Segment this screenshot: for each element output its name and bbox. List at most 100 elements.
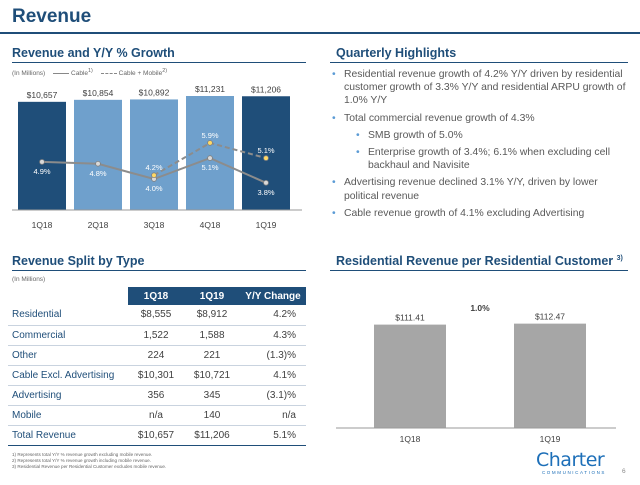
footnote-1: 1) Represents total Y/Y % revenue growth… — [12, 452, 153, 457]
table-row: Advertising 356 345 (3.1)% — [8, 385, 306, 406]
cell-change: (1.3)% — [240, 345, 306, 366]
revenue-chart-units: (In Millions) — [12, 70, 46, 78]
highlights-list: Residential revenue growth of 4.2% Y/Y d… — [330, 68, 630, 224]
cell-change: 4.3% — [240, 325, 306, 346]
highlight-item: SMB growth of 5.0% — [330, 129, 630, 142]
bar-value-label: $112.47 — [535, 312, 565, 322]
growth-label: 5.9% — [201, 131, 218, 140]
highlight-item: Cable revenue growth of 4.1% excluding A… — [330, 207, 630, 220]
logo-subtext: COMMUNICATIONS — [541, 470, 607, 475]
growth-label: 4.9% — [33, 167, 50, 176]
revenue-chart-heading: Revenue and Y/Y % Growth — [12, 46, 175, 60]
growth-point — [207, 140, 213, 146]
cell-1q18: 356 — [128, 385, 184, 406]
residential-bar-chart: $111.41 1Q18 $112.47 1Q19 1.0% — [336, 303, 616, 444]
row-label: Residential — [8, 305, 128, 326]
cell-1q19: $11,206 — [184, 424, 240, 446]
highlights-rule — [330, 62, 628, 63]
growth-point — [263, 155, 269, 161]
highlight-item: Advertising revenue declined 3.1% Y/Y, d… — [330, 176, 630, 202]
footnotes: 1) Represents total Y/Y % revenue growth… — [12, 452, 166, 470]
growth-label: 4.2% — [145, 163, 162, 172]
row-label: Total Revenue — [8, 424, 128, 446]
residential-bar — [514, 323, 586, 428]
cell-1q18: $8,555 — [128, 305, 184, 326]
cell-change: 4.2% — [240, 305, 306, 326]
growth-label: 5.1% — [201, 163, 218, 172]
header-col-1q19: 1Q19 — [184, 287, 240, 305]
split-units: (In Millions) — [12, 276, 46, 283]
header-col-change: Y/Y Change — [240, 287, 306, 305]
revenue-bar — [74, 99, 122, 210]
x-tick-label: 4Q18 — [200, 220, 221, 230]
growth-label: 5.1% — [257, 146, 274, 155]
cell-1q19: 221 — [184, 345, 240, 366]
split-rule — [12, 270, 306, 271]
highlight-item: Residential revenue growth of 4.2% Y/Y d… — [330, 68, 630, 108]
revenue-split-table: 1Q18 1Q19 Y/Y Change Residential $8,555 $8… — [8, 287, 306, 446]
highlight-item: Enterprise growth of 3.4%; 6.1% when exc… — [330, 146, 630, 172]
row-label: Commercial — [8, 325, 128, 346]
residential-heading: Residential Revenue per Residential Cust… — [336, 254, 623, 268]
revenue-bar — [18, 101, 66, 210]
footnote-2: 2) Represents total Y/Y % revenue growth… — [12, 458, 151, 463]
bar-value-label: $111.41 — [395, 313, 425, 323]
page-title: Revenue — [12, 6, 92, 27]
table-row: Commercial 1,522 1,588 4.3% — [8, 325, 306, 346]
cell-1q19: $10,721 — [184, 364, 240, 386]
table-row: Cable Excl. Advertising $10,301 $10,721 4.1… — [8, 364, 306, 386]
revenue-bar — [186, 96, 234, 210]
highlight-item: Total commercial revenue growth of 4.3% — [330, 112, 630, 125]
x-tick-label: 2Q18 — [88, 220, 109, 230]
cell-change: (3.1)% — [240, 385, 306, 406]
revenue-chart-rule — [12, 62, 306, 63]
bar-value-label: $10,854 — [83, 88, 114, 98]
legend-dashed-line — [100, 72, 117, 74]
growth-point — [151, 172, 157, 178]
legend-cable-label: Cable — [71, 70, 89, 78]
row-label: Advertising — [8, 385, 128, 406]
table-row: Total Revenue $10,657 $11,206 5.1% — [8, 424, 306, 446]
header-col-1q18: 1Q18 — [128, 287, 184, 305]
table-header-row: 1Q18 1Q19 Y/Y Change — [8, 287, 306, 305]
residential-rule — [330, 270, 628, 271]
revenue-bar-chart: $10,657 1Q18 $10,854 2Q18 $10,892 3Q18 $11,231… — [12, 84, 302, 230]
table-row: Other 224 221 (1.3)% — [8, 345, 306, 366]
cell-1q18: 1,522 — [128, 325, 184, 346]
footnote-3: 3) Residential Revenue per Residential C… — [12, 464, 167, 469]
growth-point — [39, 159, 45, 165]
row-label: Mobile — [8, 405, 128, 426]
x-tick-label: 1Q18 — [400, 434, 421, 444]
logo-wordmark: Charter — [536, 449, 605, 471]
cell-1q18: $10,657 — [128, 424, 184, 446]
row-label: Other — [8, 345, 128, 366]
cell-1q19: $8,912 — [184, 305, 240, 326]
cell-1q18: n/a — [128, 405, 184, 426]
growth-label: 3.8% — [257, 188, 274, 197]
table-row: Mobile n/a 140 n/a — [8, 405, 306, 426]
growth-label: 1.0% — [470, 303, 490, 313]
growth-point — [207, 155, 213, 161]
x-tick-label: 1Q19 — [256, 220, 277, 230]
revenue-bar — [130, 99, 178, 210]
legend-solid-line — [53, 72, 70, 74]
cell-change: 5.1% — [240, 424, 306, 446]
revenue-chart-legend: (In Millions) Cable1) Cable + Mobile2) — [12, 68, 312, 77]
highlights-heading: Quarterly Highlights — [336, 46, 457, 60]
cell-1q18: 224 — [128, 345, 184, 366]
bar-value-label: $10,892 — [139, 87, 170, 97]
cell-1q19: 140 — [184, 405, 240, 426]
cell-change: n/a — [240, 405, 306, 426]
bar-value-label: $11,231 — [195, 84, 225, 94]
legend-cable-sup: 1) — [88, 68, 93, 74]
growth-point — [263, 180, 269, 186]
legend-mobile-sup: 2) — [162, 68, 168, 74]
legend-mobile-label: Cable + Mobile — [118, 70, 163, 78]
cell-1q19: 1,588 — [184, 325, 240, 346]
page-number: 6 — [622, 468, 626, 475]
residential-bar — [374, 324, 446, 428]
title-divider — [0, 32, 640, 34]
cell-1q19: 345 — [184, 385, 240, 406]
residential-heading-text: Residential Revenue per Residential Cust… — [336, 254, 614, 268]
split-heading: Revenue Split by Type — [12, 254, 145, 268]
